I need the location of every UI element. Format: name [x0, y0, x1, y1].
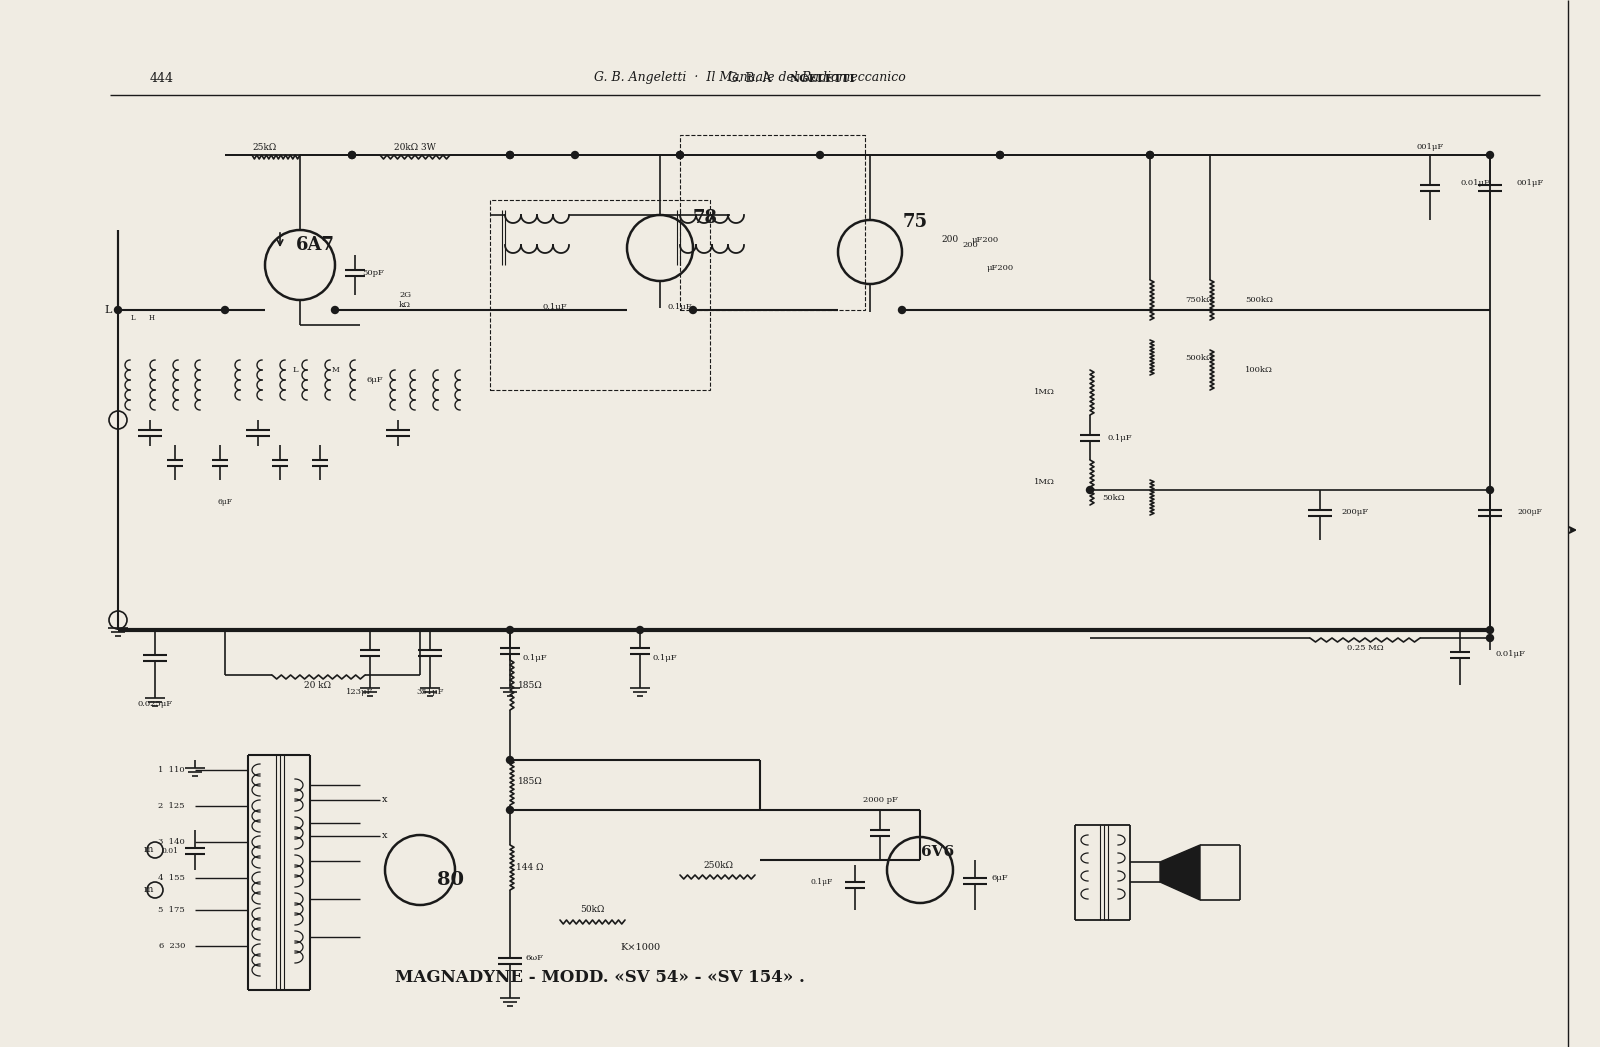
Text: 500kΩ: 500kΩ	[1245, 296, 1274, 304]
Text: 250kΩ: 250kΩ	[702, 861, 733, 869]
Text: μF200: μF200	[971, 236, 998, 244]
Circle shape	[1486, 634, 1493, 642]
Text: 200μF: 200μF	[1341, 508, 1368, 516]
Text: L: L	[131, 314, 136, 322]
Text: 0.01μF: 0.01μF	[1494, 650, 1525, 658]
Text: 185Ω: 185Ω	[518, 681, 542, 690]
Text: 6μF: 6μF	[218, 498, 234, 506]
Text: 144 Ω: 144 Ω	[517, 864, 544, 872]
Circle shape	[507, 152, 514, 158]
Text: 0.1μF: 0.1μF	[653, 654, 677, 662]
Text: 50pF: 50pF	[362, 269, 384, 277]
Circle shape	[1486, 487, 1493, 493]
Text: 6V6: 6V6	[922, 845, 955, 859]
Text: m: m	[144, 886, 152, 894]
Circle shape	[899, 307, 906, 313]
Text: 0.01μF: 0.01μF	[1461, 179, 1490, 187]
Circle shape	[1147, 152, 1154, 158]
Circle shape	[349, 152, 355, 158]
Text: 6ωF: 6ωF	[526, 954, 544, 962]
Circle shape	[115, 307, 122, 313]
Polygon shape	[1160, 845, 1200, 900]
Text: 351μF: 351μF	[416, 688, 443, 696]
Text: 123μF: 123μF	[346, 688, 374, 696]
Circle shape	[1147, 152, 1154, 158]
Text: 20 kΩ: 20 kΩ	[304, 681, 331, 690]
Text: 1MΩ: 1MΩ	[1034, 478, 1054, 486]
Circle shape	[1486, 626, 1493, 633]
Text: 0.1μF: 0.1μF	[667, 303, 693, 311]
Circle shape	[1486, 152, 1493, 158]
Text: 200: 200	[962, 242, 978, 259]
Text: 2G
kΩ: 2G kΩ	[398, 291, 411, 309]
Text: 0.025μF: 0.025μF	[138, 700, 173, 708]
Circle shape	[1086, 487, 1093, 493]
Text: H: H	[149, 314, 155, 322]
Text: 6μF: 6μF	[992, 874, 1008, 882]
Text: 185Ω: 185Ω	[518, 778, 542, 786]
Text: μF200: μF200	[987, 264, 1013, 272]
Circle shape	[349, 152, 355, 158]
Text: 4  155: 4 155	[158, 874, 186, 882]
Text: x: x	[382, 831, 387, 841]
Text: 5  175: 5 175	[158, 906, 186, 914]
Text: G. B. Angeletti  ·  Il Manuale del Radiomeccanico: G. B. Angeletti · Il Manuale del Radiome…	[594, 71, 906, 85]
Circle shape	[677, 152, 683, 158]
Circle shape	[571, 152, 579, 158]
Text: 100kΩ: 100kΩ	[1245, 366, 1274, 374]
Text: 25kΩ: 25kΩ	[253, 142, 277, 152]
Circle shape	[997, 152, 1003, 158]
Text: 50kΩ: 50kΩ	[1102, 494, 1125, 502]
Text: M: M	[331, 366, 339, 374]
Text: 2  125: 2 125	[158, 802, 186, 810]
Text: 6A7: 6A7	[296, 236, 334, 254]
Bar	[680, 135, 866, 310]
Text: 80: 80	[437, 871, 464, 889]
Text: 1MΩ: 1MΩ	[1034, 388, 1054, 396]
Text: 50kΩ: 50kΩ	[579, 906, 605, 914]
Text: 0.1μF: 0.1μF	[1107, 435, 1133, 442]
Text: 500kΩ: 500kΩ	[1186, 354, 1213, 362]
Text: 2000 pF: 2000 pF	[862, 796, 898, 804]
Text: L: L	[104, 305, 112, 315]
Text: x: x	[382, 796, 387, 804]
Text: 001μF: 001μF	[1416, 143, 1443, 151]
Text: 20kΩ 3W: 20kΩ 3W	[394, 142, 435, 152]
Text: 0.1μF: 0.1μF	[523, 654, 547, 662]
Text: 1  110: 1 110	[158, 766, 186, 774]
Text: 750kΩ: 750kΩ	[1186, 296, 1213, 304]
Circle shape	[507, 757, 514, 763]
Text: 3  140: 3 140	[158, 838, 186, 846]
Text: 200μF: 200μF	[1518, 508, 1542, 516]
Text: 75: 75	[902, 213, 928, 231]
Text: 0.1μF: 0.1μF	[542, 303, 568, 311]
Circle shape	[637, 626, 643, 633]
Text: G. B. A: G. B. A	[728, 71, 771, 85]
Text: K×1000: K×1000	[619, 943, 661, 953]
Circle shape	[997, 152, 1003, 158]
Text: 200: 200	[941, 236, 958, 245]
Circle shape	[507, 626, 514, 633]
Text: 6  230: 6 230	[158, 942, 186, 950]
Text: 001μF: 001μF	[1517, 179, 1544, 187]
Text: MAGNADYNE - MODD. «SV 54» - «SV 154» .: MAGNADYNE - MODD. «SV 54» - «SV 154» .	[395, 970, 805, 986]
Bar	[490, 200, 710, 389]
Circle shape	[221, 307, 229, 313]
Circle shape	[331, 307, 339, 313]
Circle shape	[816, 152, 824, 158]
Text: 0.1μF: 0.1μF	[811, 878, 834, 886]
Text: L: L	[293, 366, 298, 374]
Text: 6μF: 6μF	[366, 376, 384, 384]
Circle shape	[507, 806, 514, 814]
Text: 444: 444	[150, 71, 174, 85]
Circle shape	[677, 152, 683, 158]
Text: 0.01: 0.01	[162, 847, 178, 855]
Circle shape	[507, 152, 514, 158]
Circle shape	[690, 307, 696, 313]
Text: 0.25 MΩ: 0.25 MΩ	[1347, 644, 1384, 652]
Text: NGELETTI: NGELETTI	[790, 72, 856, 84]
Text: m: m	[144, 846, 152, 854]
Text: 78: 78	[693, 209, 717, 227]
